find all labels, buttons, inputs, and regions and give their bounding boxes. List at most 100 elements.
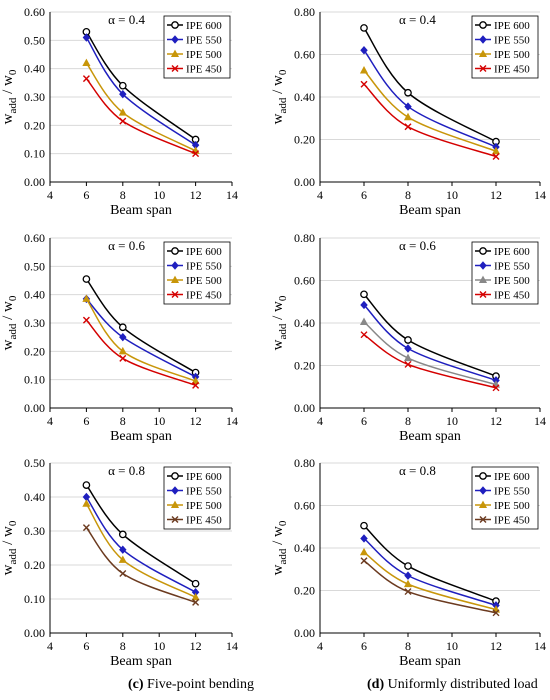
data-point-1 xyxy=(404,336,412,344)
legend-label: IPE 600 xyxy=(494,471,530,483)
legend: IPE 600 IPE 550 IPE 500 IPE 450 xyxy=(471,15,539,79)
legend-label: IPE 600 xyxy=(494,246,530,258)
data-point-3 xyxy=(118,108,127,116)
x-tick-label: 10 xyxy=(446,188,458,202)
data-point-3 xyxy=(82,499,91,507)
data-point-2 xyxy=(119,89,127,99)
legend-marker xyxy=(479,486,487,495)
chart-panel-2: 0.00 0.20 0.40 0.60 0.80 4 6 8 10 12 14 Beam span wa… xyxy=(270,5,546,218)
x-axis-label: Beam span xyxy=(110,203,172,218)
y-tick-label: 0.30 xyxy=(24,90,45,104)
data-point-4 xyxy=(404,360,412,368)
data-point-4 xyxy=(492,384,500,392)
data-point-1 xyxy=(118,323,127,332)
legend-label: IPE 500 xyxy=(494,500,530,512)
y-axis-label-part: / w xyxy=(0,526,16,549)
caption-right: (d) Uniformly distributed load xyxy=(367,677,538,693)
chart-panel-6: 0.00 0.20 0.40 0.60 0.80 4 6 8 10 12 14 Beam span wa… xyxy=(270,456,546,669)
y-axis-label-part: add xyxy=(277,97,289,113)
y-tick-label: 0.00 xyxy=(24,401,45,415)
x-tick-label: 12 xyxy=(490,414,502,428)
y-tick-label: 0.40 xyxy=(24,62,45,76)
y-axis-label: wadd / w0 xyxy=(0,295,19,350)
x-tick-label: 8 xyxy=(120,188,126,202)
x-tick-label: 8 xyxy=(405,414,411,428)
data-point-2 xyxy=(404,571,412,580)
data-point-1 xyxy=(191,579,200,588)
legend-label: IPE 500 xyxy=(186,49,222,61)
data-point-4 xyxy=(192,150,200,158)
data-point-2 xyxy=(360,300,368,310)
x-tick-label: 4 xyxy=(47,414,53,428)
x-tick-label: 14 xyxy=(226,639,238,653)
legend-marker xyxy=(479,35,487,44)
x-axis-label: Beam span xyxy=(399,203,461,218)
y-axis-label-part: / w xyxy=(270,75,286,98)
x-tick-label: 4 xyxy=(317,639,323,653)
data-point-1 xyxy=(404,88,412,97)
x-tick-label: 14 xyxy=(226,414,238,428)
y-axis-label-part: w xyxy=(270,339,286,350)
x-tick-label: 4 xyxy=(47,188,53,202)
y-tick-label: 0.30 xyxy=(24,524,45,538)
data-point-1 xyxy=(360,290,368,299)
y-axis-label-part: 0 xyxy=(7,295,19,301)
data-point-4 xyxy=(192,381,200,389)
legend-label: IPE 550 xyxy=(494,486,530,498)
legend-marker xyxy=(171,247,179,255)
data-point-1 xyxy=(360,521,368,530)
y-tick-label: 0.00 xyxy=(24,175,45,189)
legend-label: IPE 550 xyxy=(186,486,222,498)
series-line-3 xyxy=(363,551,497,611)
data-point-3 xyxy=(359,66,369,74)
data-point-2 xyxy=(404,102,412,111)
legend-marker xyxy=(479,65,487,72)
legend-marker xyxy=(171,486,179,495)
legend: IPE 600 IPE 550 IPE 500 IPE 450 xyxy=(163,466,231,530)
y-tick-label: 0.50 xyxy=(24,259,45,273)
y-tick-label: 0.10 xyxy=(24,592,45,606)
y-tick-label: 0.40 xyxy=(294,541,315,555)
y-tick-label: 0.00 xyxy=(294,175,315,189)
y-tick-label: 0.00 xyxy=(294,401,315,415)
y-axis-label-part: 0 xyxy=(7,520,19,526)
y-axis-label-part: add xyxy=(7,97,19,113)
caption-left: (c) Five-point bending xyxy=(128,677,254,693)
data-point-4 xyxy=(360,557,368,565)
alpha-annotation: α = 0.8 xyxy=(399,463,436,478)
data-point-2 xyxy=(360,534,368,543)
data-point-3 xyxy=(403,579,413,588)
series-line-1 xyxy=(363,525,497,602)
legend-marker xyxy=(479,291,487,298)
legend-label: IPE 550 xyxy=(494,261,530,273)
y-tick-label: 0.20 xyxy=(294,133,315,147)
y-axis-label-part: w xyxy=(0,113,16,124)
data-point-3 xyxy=(359,547,369,556)
y-axis-label-part: add xyxy=(277,548,289,564)
x-tick-label: 12 xyxy=(190,414,202,428)
chart-panel-4: 0.00 0.20 0.40 0.60 0.80 4 6 8 10 12 14 Beam span wa… xyxy=(270,231,546,444)
legend-label: IPE 450 xyxy=(494,290,530,302)
x-tick-label: 12 xyxy=(190,188,202,202)
data-point-2 xyxy=(82,33,91,42)
y-tick-label: 0.20 xyxy=(24,118,45,132)
legend-marker xyxy=(479,472,487,480)
chart-panel-5: 0.00 0.10 0.20 0.30 0.40 0.50 4 6 8 10 12 14 Beam sp… xyxy=(0,456,238,669)
y-tick-label: 0.60 xyxy=(24,231,45,245)
y-axis-label-part: / w xyxy=(0,301,16,324)
data-point-4 xyxy=(82,524,90,532)
x-tick-label: 4 xyxy=(317,414,323,428)
legend-marker xyxy=(479,247,487,255)
legend: IPE 600 IPE 550 IPE 500 IPE 450 xyxy=(471,241,539,305)
alpha-annotation: α = 0.6 xyxy=(399,238,436,253)
x-tick-label: 4 xyxy=(47,639,53,653)
data-point-3 xyxy=(403,112,413,121)
y-tick-label: 0.80 xyxy=(294,456,315,470)
alpha-annotation: α = 0.4 xyxy=(399,12,436,27)
legend-marker xyxy=(478,49,488,57)
legend-label: IPE 450 xyxy=(494,515,530,527)
x-tick-label: 6 xyxy=(83,639,89,653)
data-point-4 xyxy=(119,570,127,577)
y-axis-label: wadd / w0 xyxy=(0,69,19,124)
